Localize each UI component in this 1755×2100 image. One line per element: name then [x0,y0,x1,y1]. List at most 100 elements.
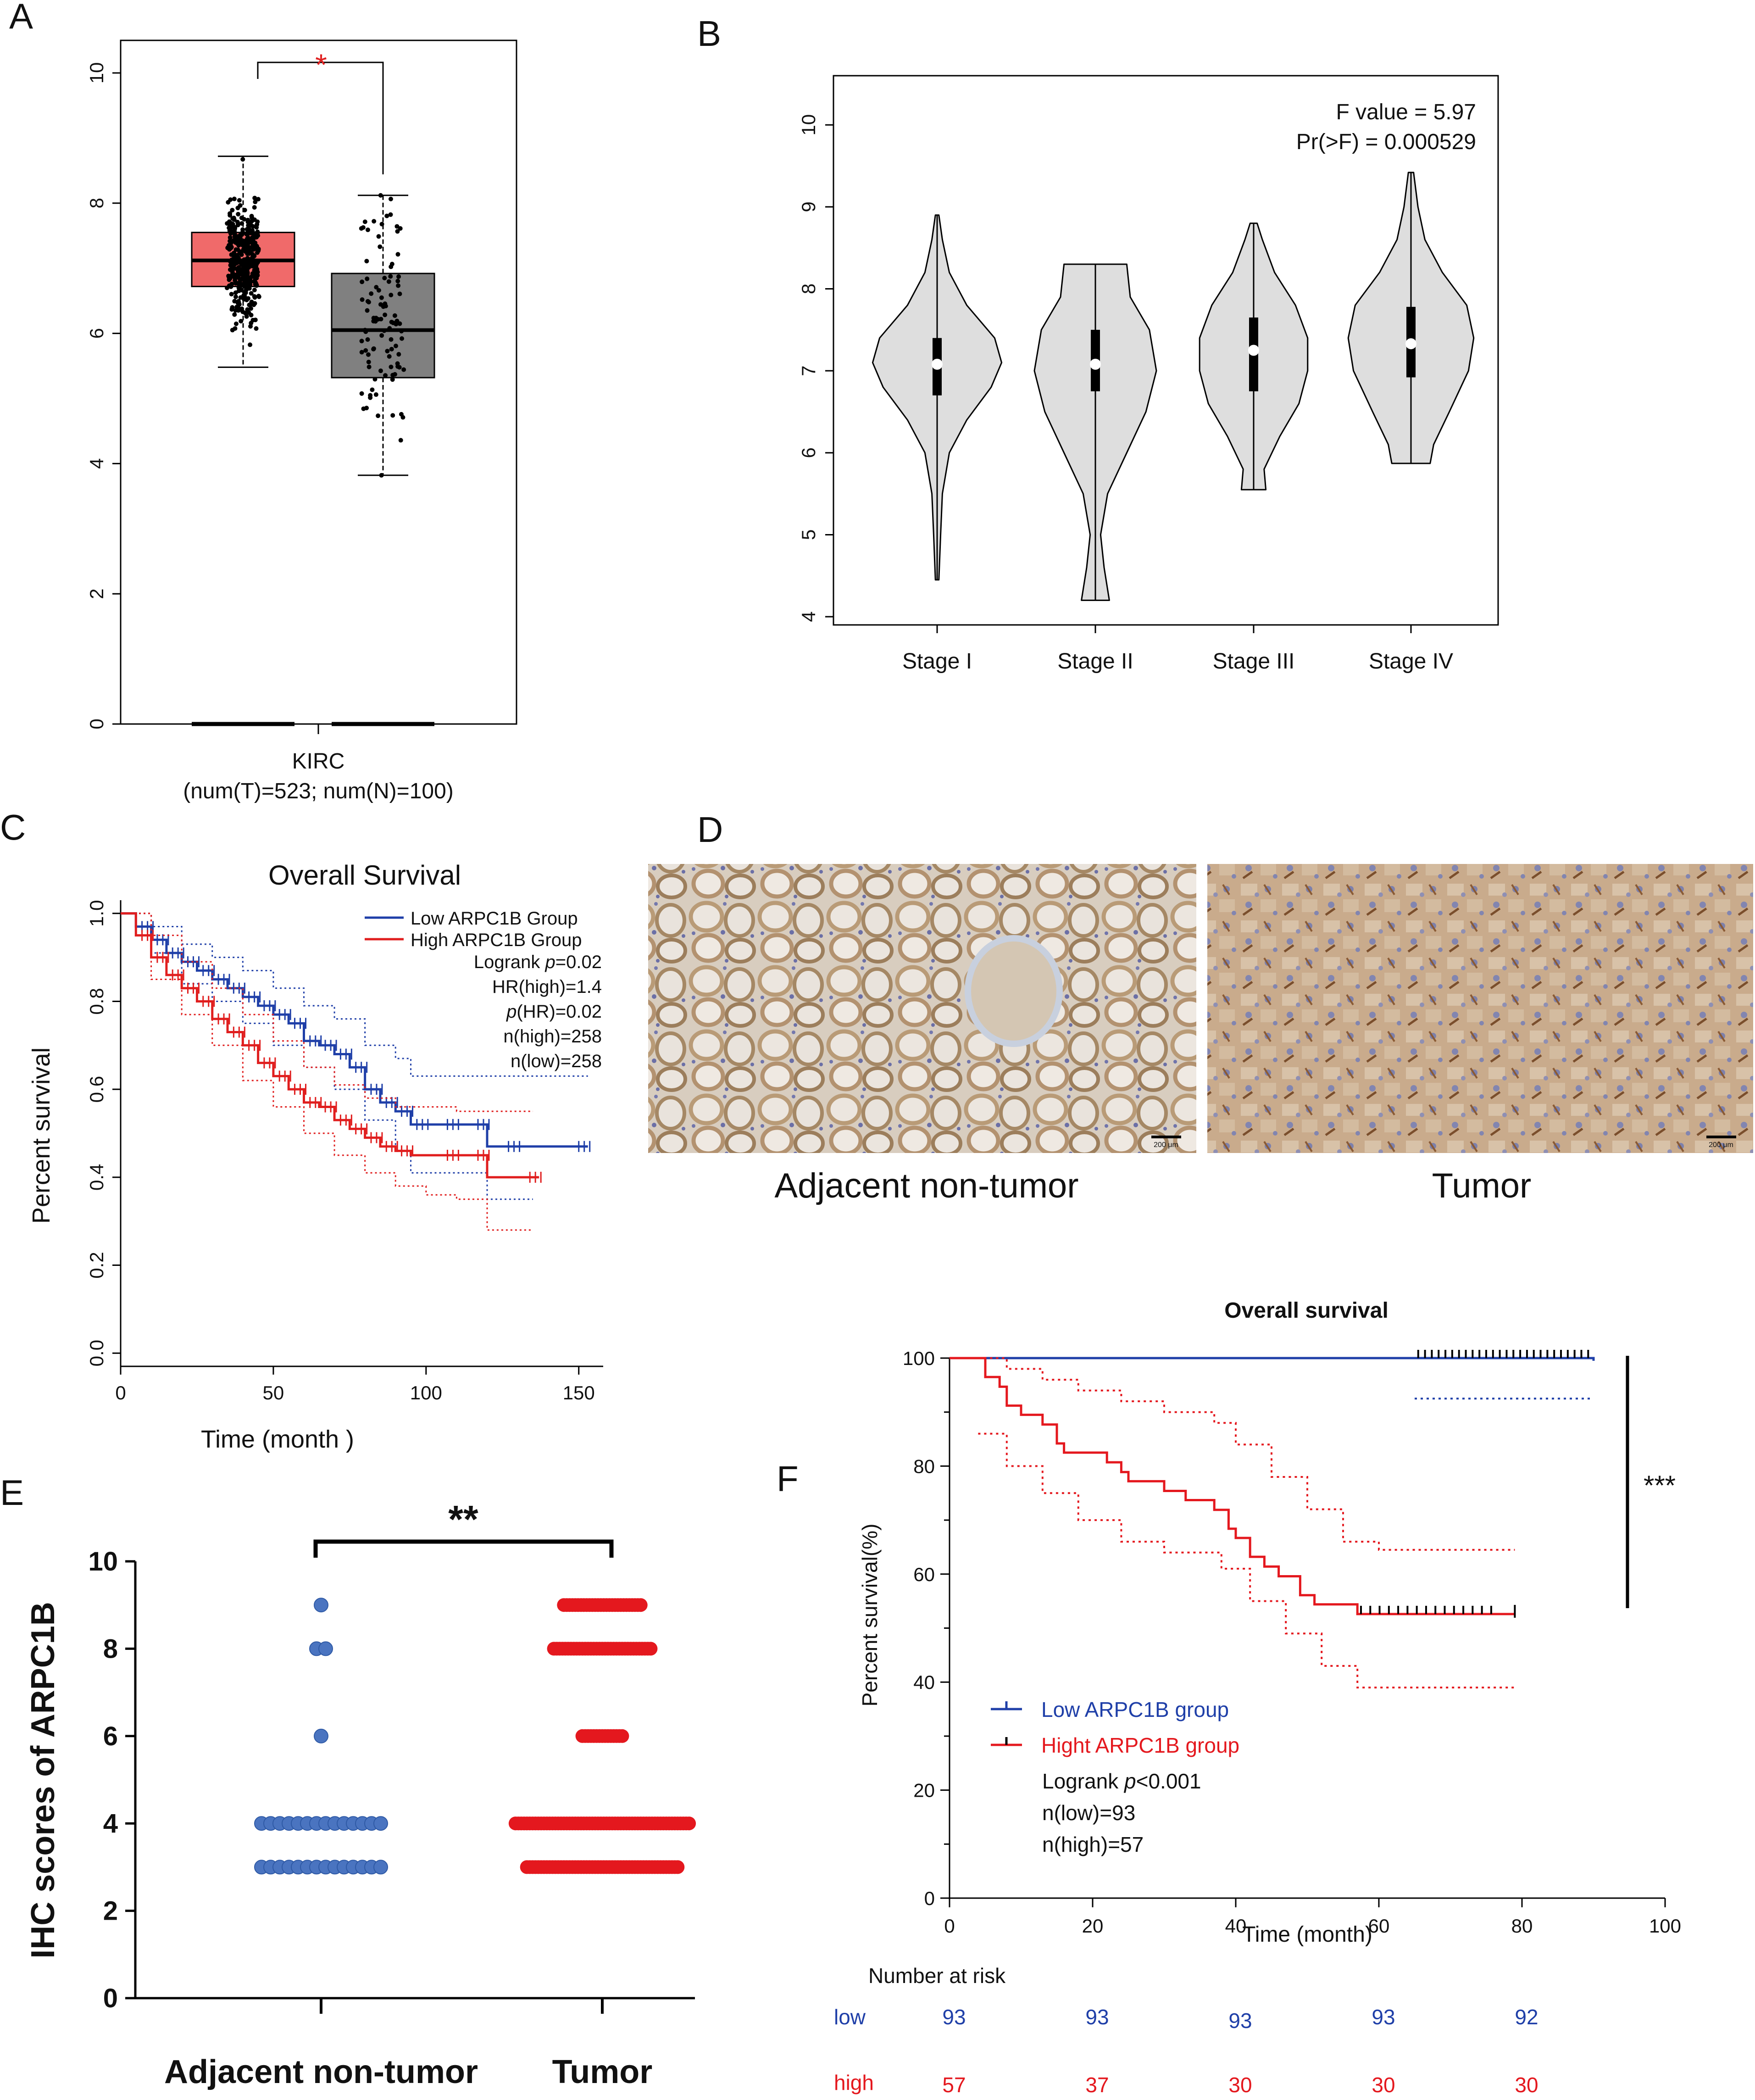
panel-a-point [392,372,397,377]
panel-a-point [230,216,235,221]
panel-f-logrank-p: p [1123,1769,1136,1793]
panel-b-y-tick-label: 5 [798,529,819,540]
panel-a-point [230,305,235,310]
panel-a-point [379,222,384,227]
panel-c-ylabel: Percent survival [28,1047,55,1224]
ihc-image-adjacent-non-tumor [648,864,1196,1153]
panel-a-point [249,223,254,228]
panel-e-y-tick-label: 4 [103,1809,118,1838]
panel-c-x-tick-label: 50 [263,1382,284,1404]
panel-a-point [236,256,241,261]
panel-a-point [248,245,253,250]
panel-e-x-tick-label: Adjacent non-tumor [164,2054,478,2090]
panel-letter-c: C [0,807,26,847]
panel-a-point [226,273,231,279]
panel-a-point [236,288,241,293]
panel-a-point [253,200,258,205]
panel-e: E 0 2 4 6 8 10 Adjacent non-tumor Tumor ** IHC … [0,1472,696,2090]
panel-a-point [398,226,403,231]
panel-a-point [401,367,406,372]
panel-a-point [389,364,394,369]
panel-b-plot-frame [833,75,1499,626]
panel-f-n-low: n(low)=93 [1042,1801,1135,1825]
panel-a-point [397,321,402,326]
panel-a-point [365,337,370,342]
panel-a-point [229,292,234,297]
panel-a-point [372,377,378,382]
panel-a-point [241,275,246,280]
panel-b-violin-median [932,358,943,370]
panel-a-y-tick-label: 8 [86,198,107,208]
panel-a-point [382,276,387,281]
panel-e-dots [254,1598,696,1875]
panel-a-point [228,235,233,240]
panel-a-point [246,275,251,280]
panel-a-point [391,320,396,325]
panel-f-logrank-label: Logrank [1042,1769,1124,1793]
panel-b-x-tick-label: Stage IV [1369,649,1453,674]
panel-a-point [245,296,250,301]
panel-a-point [364,259,369,264]
panel-c-x-tick-label: 0 [115,1382,126,1404]
risk-value-high: 37 [1085,2073,1109,2097]
panel-a-point [359,350,364,355]
panel-a-point [231,228,236,234]
panel-a-point [250,235,255,240]
risk-value-low: 93 [1372,2005,1395,2029]
panel-c-legend-low: Low ARPC1B Group [411,908,578,929]
scale-bar-left-label: 200 μm [1154,1141,1178,1149]
panel-a-point [245,217,250,223]
panel-a-point [239,232,244,237]
risk-value-low: 93 [1085,2005,1109,2029]
panel-a-y-tick-label: 0 [86,719,107,729]
panel-e-y-tick-label: 10 [88,1547,118,1576]
panel-e-axes: 0 2 4 6 8 10 Adjacent non-tumor Tumor [88,1547,652,2090]
panel-a-point [370,387,375,392]
panel-a-point [233,321,239,326]
panel-a-point [251,302,256,307]
panel-a-point [387,326,392,331]
panel-b-violins [872,172,1475,601]
panel-f-ci-upper [978,1357,1515,1551]
panel-a-point [248,324,253,329]
panel-c-survival-curves [121,912,591,1231]
panel-a-point [236,212,241,217]
panel-a-point [365,227,370,232]
panel-a-point [226,200,231,205]
panel-f-y-tick-label: 100 [903,1348,935,1369]
panel-a-point [385,349,390,354]
panel-b-x-tick-label: Stage II [1057,649,1133,674]
panel-a-point [365,308,370,313]
panel-a-point [392,313,397,318]
risk-value-low: 93 [1228,2009,1252,2033]
panel-a-point [233,278,238,283]
panel-a-point [398,438,403,443]
panel-a-point [376,317,381,322]
panel-f-y-tick-label: 60 [913,1564,935,1585]
panel-a-point [367,364,372,369]
panel-a-point [248,342,253,347]
panel-c: C Overall Survival 0 50 100 150 0.0 0.2 0.4 0.6… [0,807,603,1453]
panel-a-point [378,368,383,373]
panel-a-point [244,314,249,319]
panel-a-point [252,295,257,300]
panel-a-point [253,282,258,287]
panel-e-y-tick-label: 6 [103,1721,118,1751]
panel-a-point [236,307,241,312]
risk-row-label-high: high [834,2071,874,2094]
panel-a-point [242,263,247,268]
panel-c-hr: HR(high)=1.4 [492,977,602,997]
panel-a-point [378,193,383,198]
panel-c-n-low: n(low)=258 [511,1051,602,1071]
panel-f-x-tick-label: 40 [1225,1915,1247,1937]
panel-e-significance-bracket [313,1539,614,1558]
panel-f-x-tick-label: 0 [944,1915,955,1937]
panel-a-y-tick-label: 6 [86,328,107,339]
panel-a-point [248,306,253,311]
panel-f-legend-high: Hight ARPC1B group [1041,1733,1239,1757]
risk-value-high: 57 [942,2073,966,2097]
panel-c-logrank-p: p [545,952,555,972]
risk-value-low: 92 [1515,2005,1538,2029]
panel-a-point [396,352,401,357]
